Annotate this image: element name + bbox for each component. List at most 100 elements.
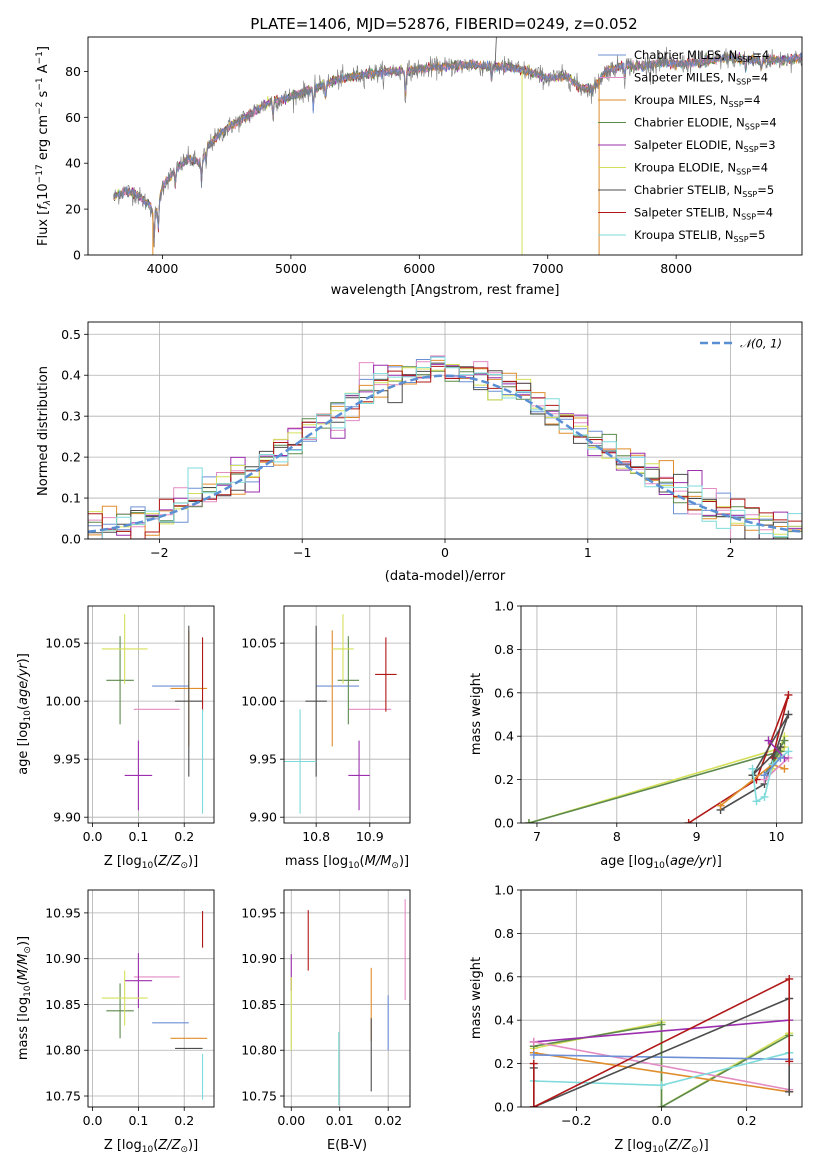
x-tick-label: 0.2: [174, 829, 194, 844]
age_vs_mass-point-chabrier_stelib: [305, 625, 327, 777]
age_vs_Z-point-kroupa_elodie: [101, 614, 148, 684]
x-tick-label: 0.2: [174, 1113, 194, 1128]
mass_vs_Z-point-chabrier_elodie: [106, 983, 134, 1039]
spectrum-data: [113, 46, 802, 248]
mass_weight_vs_age-series-chabrier_miles: [760, 753, 785, 780]
y-tick-label: 1.0: [494, 883, 514, 898]
x-tick-label: −0.2: [561, 1113, 591, 1128]
panel-residuals: −2 −1 0 1 2 0.0 0.1 0.2 0.3 0.4 0.5 𝒩(0, 1) (data-mo…: [36, 321, 803, 584]
mass_vs_Z-frame: [87, 889, 215, 1108]
mw-vs-age-ylabel: mass weight: [469, 673, 484, 755]
y-tick-label: 10.85: [45, 997, 81, 1012]
panel-mass_weight_vs_age: 7 8 9 10 0.0 0.2 0.4 0.6 0.8 1.0 age [log10(age/yr…: [469, 599, 803, 871]
y-tick-label: 0.4: [61, 368, 81, 383]
age_vs_Z-plot-area: [101, 614, 208, 814]
histogram-kroupa_stelib: [88, 356, 802, 539]
y-tick-label: 9.95: [249, 752, 277, 767]
legend-entry-kroupa_miles: Kroupa MILES, NSSP=4: [634, 93, 760, 109]
x-tick-label: 0.1: [128, 829, 148, 844]
age_vs_mass-point-kroupa_stelib: [284, 709, 317, 814]
mass_vs_EBV-plot-area: [290, 899, 406, 1106]
marker: [748, 764, 757, 773]
age-vs-Z-ylabel: age [log10(age/yr)]: [16, 653, 33, 775]
y-tick-label: 0.4: [494, 1013, 514, 1028]
y-tick-label: 0.0: [494, 1100, 514, 1115]
x-tick-label: 1: [584, 545, 592, 560]
y-tick-label: 0.3: [61, 409, 81, 424]
age_vs_Z-grid: [88, 606, 214, 823]
legend-entry-kroupa_stelib: Kroupa STELIB, NSSP=5: [634, 228, 765, 244]
age_vs_mass-plot-area: [284, 614, 397, 814]
y-tick-label: 0.2: [494, 1056, 514, 1071]
marker: [752, 797, 761, 806]
y-tick-label: 10.95: [45, 905, 81, 920]
marker: [784, 710, 793, 719]
mw-vs-age-xlabel: age [log10(age/yr)]: [600, 854, 722, 871]
spectrum-spike: [494, 37, 497, 67]
histogram-salpeter_stelib: [88, 365, 802, 539]
age_vs_Z-point-chabrier_stelib: [175, 625, 203, 777]
spectrum-ylabel: Flux [fλ10−17 erg cm−2 s−1 A−1]: [35, 46, 53, 246]
mass_vs_Z-point-kroupa_elodie: [101, 970, 148, 1026]
panel-mass_vs_Z: 0.0 0.1 0.2 10.75 10.80 10.85 10.90 10.95 Z [log…: [16, 889, 215, 1155]
y-tick-label: 0.8: [494, 926, 514, 941]
marker: [776, 743, 785, 752]
y-tick-label: 9.90: [249, 810, 277, 825]
x-tick-label: 10.8: [302, 829, 330, 844]
mass_vs_EBV-frame: [283, 889, 411, 1108]
y-tick-label: 0.0: [494, 816, 514, 831]
mass_vs_Z-point-salpeter_elodie: [124, 953, 153, 1009]
marker: [657, 1081, 666, 1090]
normal-curve: [88, 374, 802, 534]
marker: [780, 764, 789, 773]
residuals-ylabel: Normed distribution: [36, 366, 51, 496]
mass_vs_Z-plot-area: [101, 911, 208, 1100]
spectrum-frame: [87, 36, 803, 256]
age_vs_mass-point-salpeter_elodie: [348, 740, 370, 811]
x-tick-label: 8: [613, 829, 621, 844]
x-tick-label: 0: [441, 545, 449, 560]
mass_weight_vs_Z-frame: [520, 889, 803, 1108]
y-tick-label: 10.90: [241, 951, 277, 966]
residuals-xlabel: (data-model)/error: [385, 569, 506, 584]
y-tick-label: 0.6: [494, 685, 514, 700]
marker: [524, 819, 533, 823]
marker: [784, 747, 793, 756]
x-tick-label: 0.00: [277, 1113, 305, 1128]
mw-vs-Z-ylabel: mass weight: [469, 957, 484, 1039]
marker: [529, 1037, 538, 1046]
age_vs_Z-point-salpeter_elodie: [124, 740, 153, 811]
y-tick-label: 9.90: [53, 810, 81, 825]
y-tick-label: 0.6: [494, 969, 514, 984]
spectrum-legend: Chabrier MILES, NSSP=4 Salpeter MILES, NS…: [598, 48, 777, 244]
x-tick-label: 5000: [275, 261, 307, 276]
y-tick-label: 80: [65, 64, 81, 79]
x-tick-label: 4000: [147, 261, 179, 276]
y-tick-label: 10.75: [45, 1089, 81, 1104]
x-tick-label: −2: [150, 545, 168, 560]
mass-vs-Z-xlabel: Z [log10(Z/Z⊙)]: [104, 1138, 198, 1155]
y-tick-label: 10.00: [45, 694, 81, 709]
y-tick-label: 10.75: [241, 1089, 277, 1104]
age_vs_mass-point-kroupa_elodie: [332, 614, 354, 684]
x-tick-label: 0.1: [128, 1113, 148, 1128]
mass_weight_vs_Z-series-salpeter_stelib: [529, 974, 794, 1107]
panel-age_vs_mass: 10.8 10.9 9.90 9.95 10.00 10.05 mass [log10(M/…: [241, 605, 411, 871]
y-tick-label: 10.80: [45, 1043, 81, 1058]
marker: [657, 1103, 666, 1107]
marker: [764, 736, 773, 745]
x-tick-label: 2: [727, 545, 735, 560]
panel-mass_vs_EBV: 0.00 0.01 0.02 10.75 10.80 10.85 10.90 10.95 E(B…: [241, 889, 411, 1153]
mass_weight_vs_Z-plot-area: [529, 974, 794, 1107]
age_vs_mass-grid: [284, 606, 410, 823]
marker: [529, 1059, 538, 1068]
x-tick-label: 7: [533, 829, 541, 844]
marker: [784, 690, 793, 699]
marker: [760, 792, 769, 801]
y-tick-label: 0.5: [61, 327, 81, 342]
age_vs_Z-frame: [87, 605, 215, 824]
y-tick-label: 10.05: [241, 636, 277, 651]
age-vs-Z-xlabel: Z [log10(Z/Z⊙)]: [104, 854, 198, 871]
x-tick-label: 0.0: [83, 829, 103, 844]
